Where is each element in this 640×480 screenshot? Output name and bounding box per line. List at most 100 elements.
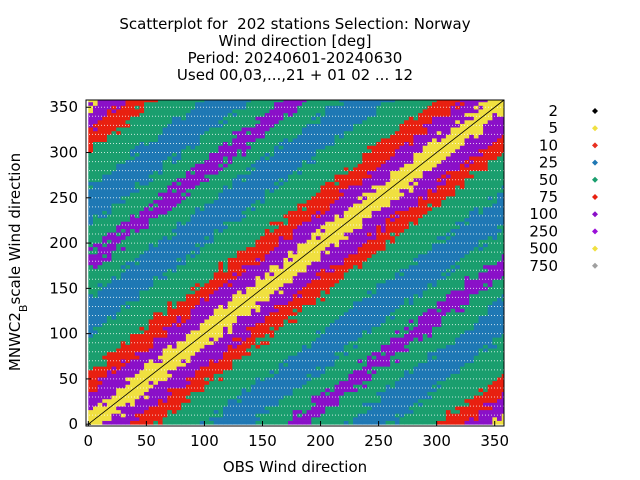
density-cell	[167, 119, 173, 124]
density-cell	[130, 127, 136, 132]
density-cell	[88, 322, 94, 327]
density-cell	[120, 163, 126, 168]
density-cell	[274, 127, 280, 132]
density-cell	[325, 246, 331, 251]
density-cell	[181, 257, 187, 262]
density-cell	[162, 163, 168, 168]
density-cell	[315, 163, 321, 168]
density-cell	[278, 228, 284, 233]
density-cell	[97, 196, 103, 201]
density-cell	[162, 188, 168, 193]
density-cell	[288, 174, 294, 179]
density-cell	[130, 148, 136, 153]
density-cell	[111, 308, 117, 313]
density-cell	[334, 297, 340, 302]
density-cell	[302, 206, 308, 211]
density-cell	[320, 293, 326, 298]
density-cell	[325, 355, 331, 360]
density-cell	[139, 304, 145, 309]
density-cell	[269, 311, 275, 316]
density-cell	[144, 333, 150, 338]
density-cell	[288, 293, 294, 298]
density-cell	[171, 409, 177, 414]
density-cell	[167, 232, 173, 237]
density-cell	[334, 333, 340, 338]
density-cell	[339, 409, 345, 414]
density-cell	[144, 380, 150, 385]
density-cell	[306, 279, 312, 284]
density-cell	[148, 257, 154, 262]
density-cell	[148, 167, 154, 172]
density-cell	[167, 366, 173, 371]
density-cell	[274, 304, 280, 309]
density-cell	[278, 109, 284, 114]
density-cell	[139, 119, 145, 124]
density-cell	[236, 388, 242, 393]
density-cell	[130, 163, 136, 168]
density-cell	[315, 109, 321, 114]
density-cell	[102, 297, 108, 302]
density-cell	[139, 156, 145, 161]
density-cell	[190, 246, 196, 251]
density-cell	[125, 101, 131, 106]
density-cell	[88, 170, 94, 175]
density-cell	[232, 420, 238, 425]
density-cell	[204, 257, 210, 262]
density-cell	[227, 188, 233, 193]
density-cell	[93, 337, 99, 342]
density-cell	[269, 246, 275, 251]
density-cell	[283, 221, 289, 226]
density-cell	[120, 145, 126, 150]
density-cell	[185, 116, 191, 121]
density-cell	[106, 348, 112, 353]
density-cell	[306, 395, 312, 400]
density-cell	[334, 232, 340, 237]
density-cell	[171, 156, 177, 161]
density-cell	[283, 337, 289, 342]
density-cell	[171, 177, 177, 182]
density-cell	[148, 340, 154, 345]
density-cell	[218, 253, 224, 258]
density-cell	[134, 138, 140, 143]
density-cell	[278, 152, 284, 157]
density-cell	[213, 304, 219, 309]
density-cell	[227, 206, 233, 211]
density-cell	[264, 380, 270, 385]
density-cell	[339, 134, 345, 139]
density-cell	[250, 228, 256, 233]
density-cell	[158, 326, 164, 331]
density-cell	[334, 148, 340, 153]
density-cell	[260, 409, 266, 414]
density-cell	[116, 192, 122, 197]
density-cell	[274, 413, 280, 418]
density-cell	[102, 388, 108, 393]
density-cell	[195, 239, 201, 244]
density-cell	[250, 152, 256, 157]
density-cell	[209, 235, 215, 240]
density-cell	[297, 337, 303, 342]
density-cell	[223, 402, 229, 407]
density-cell	[250, 239, 256, 244]
density-cell	[227, 156, 233, 161]
density-cell	[158, 322, 164, 327]
density-cell	[125, 369, 131, 374]
density-cell	[227, 420, 233, 425]
density-cell	[106, 344, 112, 349]
density-cell	[185, 170, 191, 175]
density-cell	[139, 116, 145, 121]
density-cell	[232, 388, 238, 393]
density-cell	[111, 380, 117, 385]
density-cell	[209, 380, 215, 385]
density-cell	[241, 388, 247, 393]
density-cell	[162, 301, 168, 306]
density-cell	[334, 116, 340, 121]
density-cell	[260, 250, 266, 255]
density-cell	[223, 268, 229, 273]
density-cell	[246, 152, 252, 157]
density-cell	[97, 275, 103, 280]
density-cell	[325, 272, 331, 277]
density-cell	[130, 337, 136, 342]
density-cell	[264, 214, 270, 219]
density-cell	[195, 181, 201, 186]
density-cell	[329, 221, 335, 226]
